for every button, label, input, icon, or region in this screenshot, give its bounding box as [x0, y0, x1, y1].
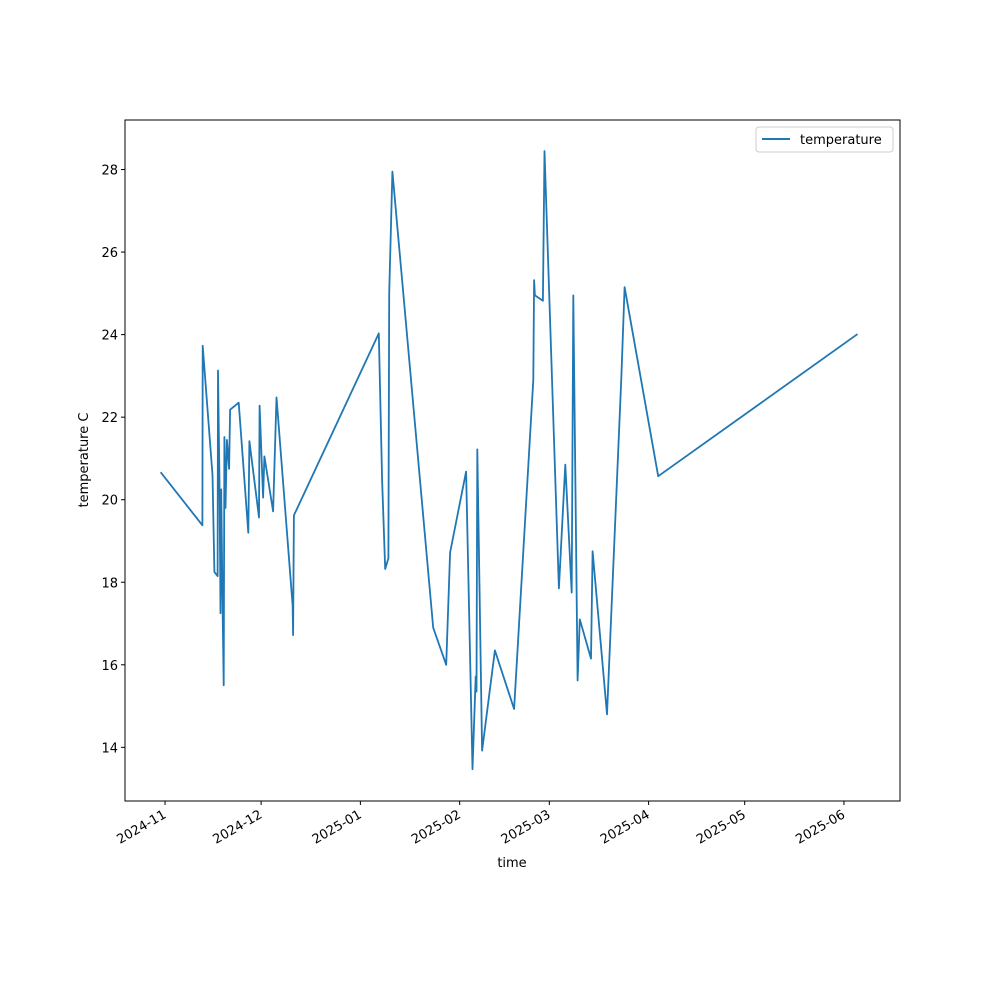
y-tick-label: 20	[101, 494, 118, 509]
x-axis-label: time	[497, 856, 526, 871]
series-line-temperature	[159, 150, 859, 771]
y-tick-label: 18	[101, 576, 118, 591]
legend: temperature	[755, 126, 894, 153]
y-tick-label: 16	[101, 659, 118, 674]
y-tick-label: 14	[101, 741, 118, 756]
legend-box	[755, 126, 894, 153]
y-tick-label: 24	[101, 329, 118, 344]
legend-label: temperature	[800, 133, 882, 148]
plot-area	[159, 150, 859, 771]
y-axis: 14 16 18 20 22 24 26 28	[101, 164, 125, 756]
y-tick-label: 22	[101, 411, 118, 426]
y-tick-label: 28	[101, 164, 118, 179]
y-axis-label: temperature C	[77, 413, 92, 508]
axes-frame	[124, 119, 901, 802]
y-tick-label: 26	[101, 246, 118, 261]
